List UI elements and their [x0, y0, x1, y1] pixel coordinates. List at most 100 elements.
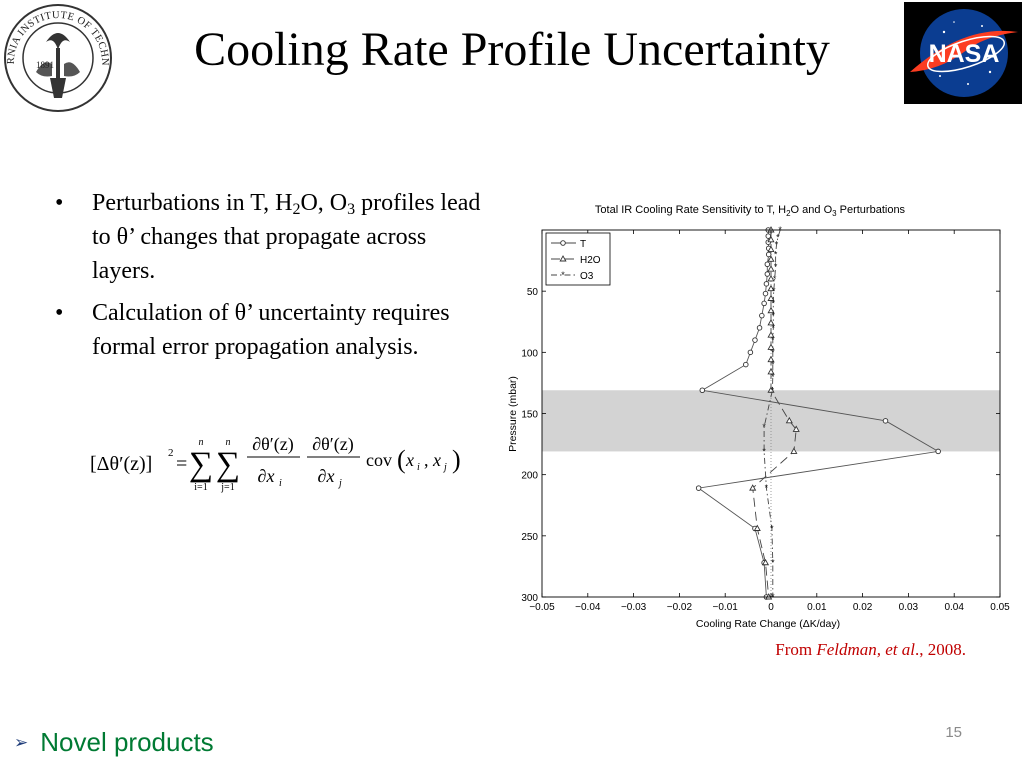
data-point-t — [695, 485, 702, 491]
data-point-o3: * — [775, 240, 779, 250]
sigma-icon: ∑ — [216, 446, 240, 483]
data-point-o3: * — [771, 558, 775, 568]
chart-title: Total IR Cooling Rate Sensitivity to T, … — [595, 204, 906, 218]
chart-title-part: Total IR Cooling Rate Sensitivity to T, … — [595, 204, 786, 216]
y-tick-label: 100 — [521, 348, 538, 359]
frac1-denominator: ∂x — [258, 466, 275, 486]
cov-arg-1-sub: i — [417, 462, 420, 473]
formula-svg: [Δθ′(z)] 2 = n ∑ i=1 n ∑ j=1 ∂θ′(z) ∂x i… — [90, 434, 461, 493]
data-point-o3: * — [776, 232, 780, 242]
legend-label-t: T — [580, 239, 586, 250]
page-number: 15 — [945, 724, 962, 741]
y-axis-label: Pressure (mbar) — [507, 376, 519, 452]
formula-cov: cov — [366, 450, 392, 470]
frac2-denominator: ∂x — [318, 466, 335, 486]
data-point-t — [765, 251, 772, 258]
chart-title-subscript: 2 — [786, 209, 791, 218]
data-point-h2o — [767, 284, 775, 292]
formula-cov-open: ( — [397, 445, 406, 474]
chart-title-subscript: 3 — [832, 209, 837, 218]
formula-cov-comma: , — [424, 450, 429, 470]
data-point-h2o — [767, 294, 775, 301]
data-point-t — [762, 290, 769, 297]
sum2-upper: n — [226, 437, 231, 448]
legend-marker-h2o — [559, 255, 567, 262]
data-point-h2o — [767, 386, 775, 393]
x-tick-label: −0.04 — [575, 602, 601, 613]
cov-arg-1: x — [405, 450, 414, 470]
bullet-item-calculation: • Calculation of θ’ uncertainty requires… — [55, 296, 495, 364]
x-axis-label: Cooling Rate Change (ΔK/day) — [696, 618, 840, 630]
data-point-t — [743, 361, 749, 368]
footer-label: ➢ Novel products — [14, 727, 214, 758]
data-point-o3: * — [772, 298, 776, 308]
arrow-bullet-icon: ➢ — [14, 733, 29, 752]
data-point-o3: * — [765, 483, 769, 493]
data-point-h2o — [785, 416, 793, 424]
caltech-seal-icon: CALIFORNIA INSTITUTE OF TECHNOLOGY 1891 — [0, 0, 112, 112]
cov-arg-2-sub: j — [442, 462, 447, 473]
data-point-h2o — [767, 331, 775, 338]
bullet-dot-icon: • — [55, 190, 64, 216]
x-tick-label: −0.05 — [529, 602, 555, 613]
data-point-t — [763, 281, 770, 287]
data-point-h2o — [767, 265, 775, 272]
data-point-o3: * — [771, 347, 775, 357]
footer-text: Novel products — [40, 727, 214, 757]
data-point-h2o — [749, 484, 757, 491]
data-point-o3: * — [772, 286, 776, 296]
seal-year: 1891 — [36, 60, 54, 70]
data-point-h2o — [753, 524, 761, 531]
chart-title-part: O and O — [791, 204, 833, 216]
bullet-text: Calculation of θ’ uncertainty requires f… — [92, 300, 450, 360]
data-point-o3: * — [774, 249, 778, 259]
sum2-lower: j=1 — [220, 482, 234, 493]
y-tick-label: 50 — [527, 287, 539, 298]
data-point-t — [759, 312, 765, 319]
x-tick-label: −0.03 — [621, 602, 647, 613]
data-point-h2o — [767, 235, 775, 243]
legend-label-h2o: H2O — [580, 255, 601, 266]
x-tick-label: −0.01 — [713, 602, 739, 613]
data-point-o3: * — [771, 335, 775, 345]
data-point-o3: * — [771, 372, 775, 382]
bullet-text-part: profiles lead to θ’ changes that propaga… — [92, 190, 481, 284]
data-point-h2o — [765, 593, 773, 600]
data-point-t — [765, 233, 772, 239]
frac1-numerator: ∂θ′(z) — [252, 434, 293, 455]
bullet-text-part: O, O — [300, 190, 348, 216]
bullet-subscript: 3 — [347, 201, 356, 218]
data-point-t — [747, 349, 754, 356]
bullet-dot-icon: • — [55, 300, 64, 326]
data-point-t — [752, 337, 758, 343]
data-point-h2o — [767, 306, 775, 314]
citation-suffix: ., 2008. — [915, 640, 966, 659]
data-point-h2o — [792, 425, 800, 432]
data-point-o3: * — [772, 311, 776, 321]
shaded-layer-band — [542, 390, 1000, 452]
sum1-upper: n — [199, 437, 204, 448]
error-propagation-formula: [Δθ′(z)] 2 = n ∑ i=1 n ∑ j=1 ∂θ′(z) ∂x i… — [90, 428, 470, 496]
bullet-text-part: Perturbations in T, H — [92, 190, 293, 216]
x-tick-label: 0 — [768, 602, 774, 613]
data-point-t — [935, 448, 941, 455]
x-tick-label: 0.01 — [807, 602, 827, 613]
data-point-t — [756, 325, 763, 331]
bullet-item-perturbations: • Perturbations in T, H2O, O3 profiles l… — [55, 186, 495, 288]
data-point-o3: * — [770, 523, 774, 533]
data-point-o3: * — [772, 323, 776, 333]
frac2-denominator-sub: j — [337, 478, 342, 489]
sigma-icon: ∑ — [189, 446, 213, 483]
x-tick-label: −0.02 — [667, 602, 693, 613]
y-tick-label: 200 — [521, 471, 538, 482]
legend-label-o3: O3 — [580, 271, 594, 282]
cov-arg-2: x — [432, 450, 441, 470]
legend-marker-t — [560, 240, 566, 246]
data-point-h2o — [761, 558, 770, 566]
data-point-t — [761, 300, 767, 307]
slide-title: Cooling Rate Profile Uncertainty — [194, 23, 830, 76]
nasa-meatball-icon: NASA — [904, 2, 1022, 104]
x-tick-label: 0.04 — [944, 602, 964, 613]
formula-cov-close: ) — [452, 445, 461, 474]
data-point-h2o — [767, 275, 775, 282]
